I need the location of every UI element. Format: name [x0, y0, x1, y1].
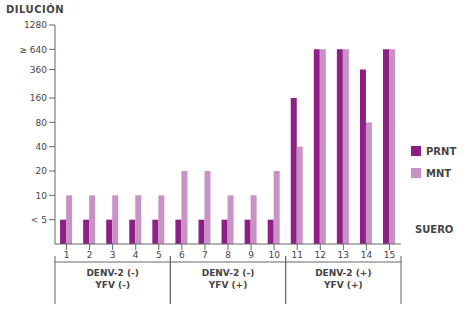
- html-text:MNT: MNT: [426, 167, 452, 179]
- svg-text:360: 360: [30, 65, 47, 75]
- svg-text:10: 10: [36, 191, 48, 201]
- svg-text:YFV (-): YFV (-): [94, 280, 130, 290]
- svg-text:20: 20: [36, 166, 48, 176]
- svg-text:12: 12: [315, 250, 326, 260]
- svg-text:11: 11: [291, 250, 302, 260]
- svg-text:10: 10: [268, 250, 280, 260]
- svg-text:DENV-2 (+): DENV-2 (+): [315, 268, 371, 278]
- svg-text:5: 5: [156, 250, 162, 260]
- svg-text:14: 14: [361, 250, 373, 260]
- svg-text:1: 1: [64, 250, 70, 260]
- svg-text:< 5: < 5: [31, 215, 47, 225]
- svg-text:8: 8: [225, 250, 231, 260]
- svg-text:13: 13: [338, 250, 349, 260]
- html-text:SUERO: SUERO: [415, 224, 454, 235]
- svg-text:DENV-2 (-): DENV-2 (-): [202, 268, 255, 278]
- svg-text:2: 2: [87, 250, 93, 260]
- svg-text:4: 4: [133, 250, 139, 260]
- svg-text:YFV (+): YFV (+): [208, 280, 248, 290]
- svg-text:9: 9: [248, 250, 254, 260]
- html-text:PRNT: PRNT: [426, 145, 457, 157]
- svg-text:7: 7: [202, 250, 208, 260]
- svg-text:3: 3: [110, 250, 116, 260]
- svg-text:160: 160: [30, 93, 47, 103]
- svg-text:6: 6: [179, 250, 185, 260]
- svg-text:DENV-2 (-): DENV-2 (-): [86, 268, 139, 278]
- svg-text:15: 15: [384, 250, 395, 260]
- svg-text:40: 40: [36, 142, 48, 152]
- svg-text:1280: 1280: [24, 20, 47, 30]
- svg-text:≥ 640: ≥ 640: [19, 45, 47, 55]
- svg-text:80: 80: [36, 118, 48, 128]
- svg-text:YFV (+): YFV (+): [323, 280, 363, 290]
- html-text:DILUCIÓN: DILUCIÓN: [6, 4, 65, 15]
